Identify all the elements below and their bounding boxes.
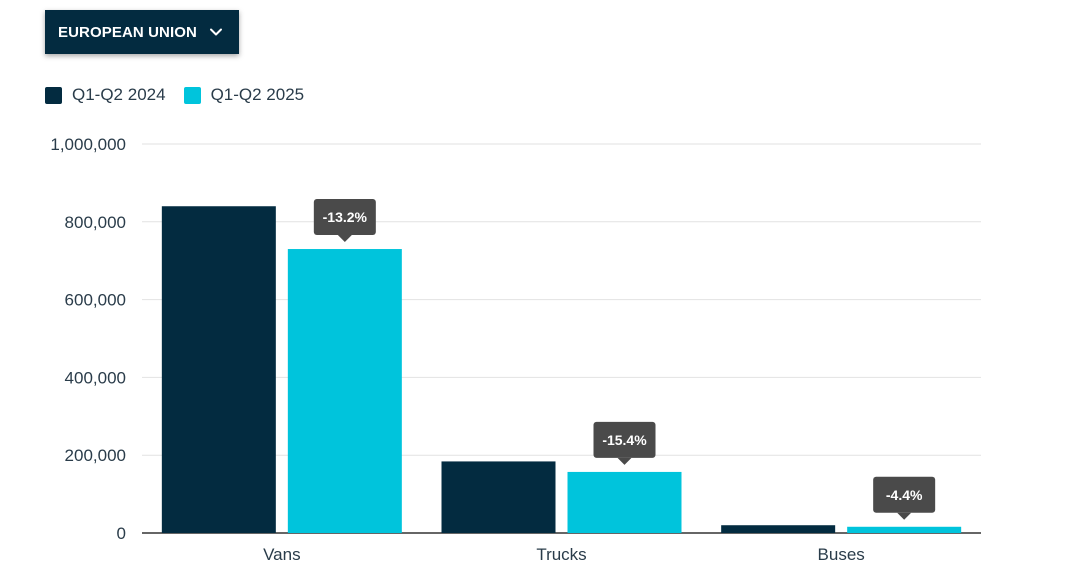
change-callout: -4.4% bbox=[873, 476, 936, 520]
bar-trucks-2025 bbox=[567, 471, 682, 533]
y-tick-label: 0 bbox=[117, 524, 126, 543]
change-callout-label: -15.4% bbox=[602, 432, 647, 448]
region-filter-dropdown[interactable]: EUROPEAN UNION bbox=[45, 10, 239, 54]
change-callout-pointer bbox=[617, 457, 632, 465]
x-tick-label: Buses bbox=[818, 545, 865, 564]
change-callout-label: -4.4% bbox=[886, 487, 923, 503]
legend-swatch-2025 bbox=[183, 86, 201, 104]
y-tick-label: 400,000 bbox=[65, 368, 126, 387]
x-tick-label: Trucks bbox=[536, 545, 586, 564]
change-callout-pointer bbox=[337, 235, 352, 243]
change-callout: -15.4% bbox=[593, 421, 656, 465]
bar-vans-2025 bbox=[287, 249, 402, 533]
chevron-down-icon bbox=[209, 25, 223, 39]
change-callout-pointer bbox=[897, 512, 912, 520]
x-tick-label: Vans bbox=[263, 545, 301, 564]
change-callout-box bbox=[313, 199, 376, 236]
legend-label-2024: Q1-Q2 2024 bbox=[72, 85, 166, 104]
legend-item-2025[interactable]: Q1-Q2 2025 bbox=[183, 85, 305, 105]
y-tick-label: 1,000,000 bbox=[50, 135, 126, 154]
y-tick-label: 600,000 bbox=[65, 291, 126, 310]
legend-label-2025: Q1-Q2 2025 bbox=[210, 85, 305, 104]
legend-item-2024[interactable]: Q1-Q2 2024 bbox=[45, 85, 166, 105]
change-callout-label: -13.2% bbox=[323, 209, 368, 225]
bar-trucks-2024 bbox=[441, 461, 556, 533]
y-tick-label: 200,000 bbox=[65, 446, 126, 465]
legend-swatch-2024 bbox=[45, 86, 62, 104]
change-callout-box bbox=[593, 421, 656, 458]
bar-buses-2024 bbox=[721, 525, 836, 533]
change-callout: -13.2% bbox=[313, 199, 376, 243]
bar-buses-2025 bbox=[847, 526, 962, 533]
chart-legend: Q1-Q2 2024 Q1-Q2 2025 bbox=[45, 85, 322, 105]
bar-vans-2024 bbox=[161, 206, 276, 534]
region-filter-label: EUROPEAN UNION bbox=[58, 23, 197, 41]
change-callout-box bbox=[873, 476, 936, 513]
y-tick-label: 800,000 bbox=[65, 213, 126, 232]
